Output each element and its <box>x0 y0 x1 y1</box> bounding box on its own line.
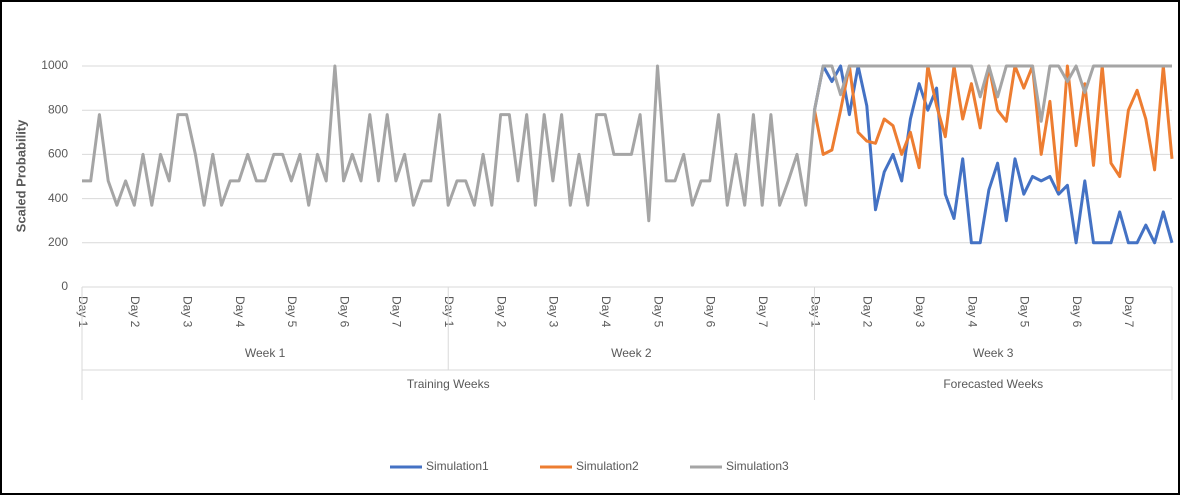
series-line <box>813 64 1174 245</box>
x-tick-label: Day 2 <box>494 296 508 328</box>
x-tick-label: Day 1 <box>442 296 456 328</box>
x-tick-label: Day 6 <box>337 296 351 328</box>
y-tick-label: 0 <box>61 279 68 293</box>
group-label: Forecasted Weeks <box>943 377 1043 391</box>
x-tick-label: Day 4 <box>965 296 979 328</box>
legend-label: Simulation2 <box>576 459 639 473</box>
x-tick-label: Day 2 <box>128 296 142 328</box>
y-tick-label: 800 <box>48 102 68 116</box>
x-tick-label: Day 1 <box>808 296 822 328</box>
y-tick-label: 1000 <box>41 58 68 72</box>
series-line <box>813 64 1174 192</box>
week-label: Week 2 <box>611 346 652 360</box>
x-tick-label: Day 1 <box>76 296 90 328</box>
x-tick-label: Day 5 <box>651 296 665 328</box>
legend-label: Simulation1 <box>426 459 489 473</box>
x-tick-label: Day 3 <box>913 296 927 328</box>
x-tick-label: Day 7 <box>1122 296 1136 328</box>
x-tick-label: Day 3 <box>547 296 561 328</box>
x-tick-label: Day 6 <box>1070 296 1084 328</box>
x-tick-label: Day 7 <box>390 296 404 328</box>
x-tick-label: Day 6 <box>704 296 718 328</box>
x-tick-label: Day 5 <box>1018 296 1032 328</box>
x-tick-label: Day 4 <box>233 296 247 328</box>
group-label: Training Weeks <box>407 377 490 391</box>
series-line <box>82 64 1172 223</box>
x-tick-label: Day 3 <box>180 296 194 328</box>
y-tick-label: 600 <box>48 147 68 161</box>
x-tick-label: Day 2 <box>861 296 875 328</box>
week-label: Week 3 <box>973 346 1014 360</box>
x-tick-label: Day 7 <box>756 296 770 328</box>
legend-label: Simulation3 <box>726 459 789 473</box>
y-axis-title: Scaled Probability <box>13 119 28 232</box>
y-tick-label: 200 <box>48 235 68 249</box>
x-tick-label: Day 4 <box>599 296 613 328</box>
x-tick-label: Day 5 <box>285 296 299 328</box>
week-label: Week 1 <box>245 346 286 360</box>
y-tick-label: 400 <box>48 191 68 205</box>
